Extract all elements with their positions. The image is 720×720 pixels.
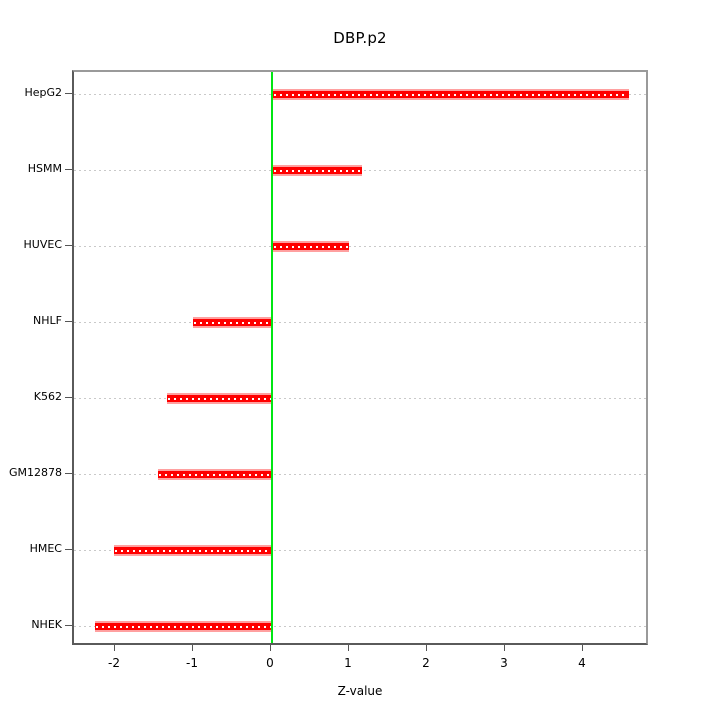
y-tick-label: HSMM bbox=[27, 162, 62, 175]
bar-dot-pattern bbox=[194, 321, 271, 324]
y-tick-label: NHEK bbox=[31, 618, 62, 631]
x-tick-mark bbox=[582, 645, 583, 651]
grid-line bbox=[74, 474, 646, 475]
y-tick-mark bbox=[65, 245, 72, 246]
y-tick-mark bbox=[65, 473, 72, 474]
plot-area bbox=[72, 70, 648, 645]
bar-dot-pattern bbox=[274, 245, 348, 248]
x-tick-mark bbox=[192, 645, 193, 651]
grid-line bbox=[74, 246, 646, 247]
bar-dot-pattern bbox=[167, 397, 271, 400]
bar-hmec bbox=[113, 545, 272, 556]
y-tick-label: NHLF bbox=[33, 314, 62, 327]
y-tick-label: GM12878 bbox=[8, 466, 62, 479]
x-tick-label: 1 bbox=[344, 656, 352, 670]
y-tick-mark bbox=[65, 93, 72, 94]
bar-dot-pattern bbox=[274, 93, 629, 96]
bar-dot-pattern bbox=[95, 625, 271, 628]
x-tick-mark bbox=[114, 645, 115, 651]
bar-gm12878 bbox=[158, 469, 272, 480]
bar-hepg2 bbox=[273, 89, 630, 100]
grid-line bbox=[74, 626, 646, 627]
x-axis-label: Z-value bbox=[337, 684, 383, 698]
y-tick-mark bbox=[65, 169, 72, 170]
y-tick-label: HUVEC bbox=[23, 238, 62, 251]
y-tick-mark bbox=[65, 625, 72, 626]
bar-nhek bbox=[94, 621, 272, 632]
x-tick-mark bbox=[504, 645, 505, 651]
bar-dot-pattern bbox=[114, 549, 271, 552]
y-tick-mark bbox=[65, 397, 72, 398]
zero-line bbox=[271, 72, 273, 643]
grid-line bbox=[74, 322, 646, 323]
chart-title: DBP.p2 bbox=[333, 29, 387, 47]
bar-hsmm bbox=[273, 165, 362, 176]
bar-huvec bbox=[273, 241, 349, 252]
x-tick-mark bbox=[426, 645, 427, 651]
y-tick-mark bbox=[65, 321, 72, 322]
grid-line bbox=[74, 550, 646, 551]
bar-dot-pattern bbox=[159, 473, 271, 476]
x-tick-label: 0 bbox=[266, 656, 274, 670]
y-tick-label: K562 bbox=[33, 390, 62, 403]
x-tick-label: -1 bbox=[186, 656, 198, 670]
bar-dot-pattern bbox=[274, 169, 361, 172]
y-tick-label: HepG2 bbox=[24, 86, 62, 99]
x-tick-label: 4 bbox=[578, 656, 586, 670]
y-tick-label: HMEC bbox=[29, 542, 62, 555]
x-tick-label: -2 bbox=[108, 656, 120, 670]
x-tick-label: 2 bbox=[422, 656, 430, 670]
y-tick-mark bbox=[65, 549, 72, 550]
bar-k562 bbox=[166, 393, 272, 404]
grid-line bbox=[74, 398, 646, 399]
bar-nhlf bbox=[193, 317, 272, 328]
x-tick-label: 3 bbox=[500, 656, 508, 670]
x-tick-mark bbox=[348, 645, 349, 651]
x-tick-mark bbox=[270, 645, 271, 651]
